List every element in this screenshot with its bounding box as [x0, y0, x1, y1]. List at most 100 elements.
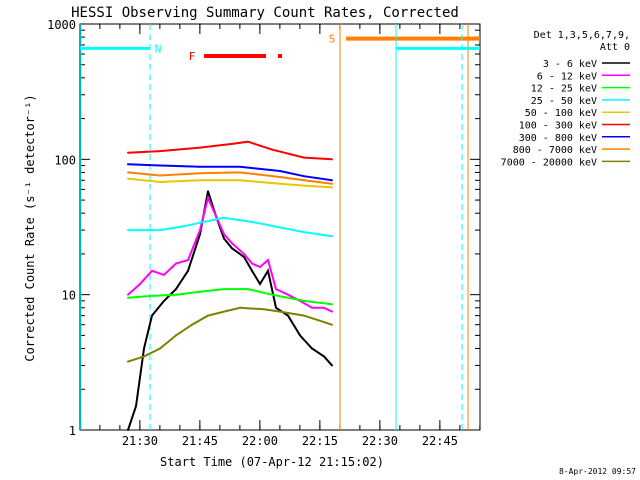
- data-point-7000-20000-kev: [143, 355, 145, 358]
- data-point-50-100-kev: [199, 179, 201, 182]
- data-point-3-6-kev: [187, 269, 189, 272]
- data-point-12-25-kev: [175, 293, 177, 296]
- data-point-800-7000-kev: [127, 171, 129, 174]
- footer-timestamp: 8-Apr-2012 09:57: [559, 467, 636, 476]
- data-point-12-25-kev: [271, 293, 273, 296]
- data-point-6-12-kev: [275, 288, 277, 291]
- legend-label-3-6-kev: 3 - 6 keV: [543, 59, 597, 70]
- data-point-800-7000-kev: [199, 172, 201, 175]
- saa-flag-label: S: [329, 33, 336, 46]
- data-point-7000-20000-kev: [159, 347, 161, 350]
- data-point-3-6-kev: [163, 299, 165, 302]
- night-flag-label: N: [155, 42, 162, 55]
- data-point-25-50-kev: [331, 235, 333, 238]
- data-point-3-6-kev: [231, 247, 233, 250]
- y-tick-label: 10: [62, 289, 76, 303]
- data-point-12-25-kev: [151, 294, 153, 297]
- data-point-12-25-kev: [127, 296, 129, 299]
- data-point-25-50-kev: [183, 225, 185, 228]
- legend-title-line-2: Att 0: [600, 42, 630, 53]
- data-point-25-50-kev: [159, 229, 161, 232]
- y-axis-label: Corrected Count Rate (s⁻¹ detector⁻¹): [23, 94, 37, 361]
- data-point-800-7000-kev: [159, 174, 161, 177]
- data-point-100-300-kev: [303, 156, 305, 159]
- data-point-6-12-kev: [163, 273, 165, 276]
- data-point-50-100-kev: [239, 179, 241, 182]
- data-point-300-800-kev: [159, 164, 161, 167]
- data-point-3-6-kev: [143, 347, 145, 350]
- data-point-100-300-kev: [331, 158, 333, 161]
- series-line-25-50-kev: [128, 216, 333, 238]
- data-point-25-50-kev: [255, 221, 257, 224]
- data-point-3-6-kev: [311, 347, 313, 350]
- data-point-7000-20000-kev: [175, 334, 177, 337]
- data-point-3-6-kev: [259, 282, 261, 285]
- data-point-7000-20000-kev: [127, 360, 129, 363]
- data-point-6-12-kev: [139, 282, 141, 285]
- y-tick-label: 1: [69, 424, 76, 438]
- legend-label-12-25-kev: 12 - 25 keV: [531, 84, 597, 95]
- chart-title: HESSI Observing Summary Count Rates, Cor…: [71, 5, 459, 21]
- data-point-100-300-kev: [199, 146, 201, 149]
- legend-label-800-7000-kev: 800 - 7000 keV: [513, 145, 597, 156]
- data-point-100-300-kev: [127, 151, 129, 154]
- data-point-100-300-kev: [247, 140, 249, 143]
- x-tick-label: 22:00: [242, 434, 278, 448]
- x-tick-label: 21:45: [182, 434, 218, 448]
- legend-label-300-800-kev: 300 - 800 keV: [519, 133, 597, 144]
- data-point-6-12-kev: [207, 196, 209, 199]
- data-point-50-100-kev: [127, 177, 129, 180]
- legend-label-50-100-kev: 50 - 100 keV: [525, 108, 597, 119]
- data-point-6-12-kev: [267, 259, 269, 262]
- data-point-300-800-kev: [239, 165, 241, 168]
- data-point-3-6-kev: [207, 190, 209, 193]
- legend-title-line-1: Det 1,3,5,6,7,9,: [534, 30, 630, 41]
- data-point-3-6-kev: [267, 269, 269, 272]
- data-point-6-12-kev: [287, 293, 289, 296]
- data-point-6-12-kev: [251, 262, 253, 265]
- legend-label-7000-20000-kev: 7000 - 20000 keV: [501, 157, 597, 168]
- data-point-3-6-kev: [251, 269, 253, 272]
- data-point-6-12-kev: [243, 252, 245, 255]
- series-line-7000-20000-kev: [127, 306, 333, 363]
- data-point-6-12-kev: [199, 229, 201, 232]
- data-point-3-6-kev: [223, 237, 225, 240]
- data-point-50-100-kev: [279, 182, 281, 185]
- data-point-7000-20000-kev: [223, 310, 225, 313]
- data-point-6-12-kev: [187, 259, 189, 262]
- data-point-800-7000-kev: [279, 176, 281, 179]
- data-point-300-800-kev: [331, 179, 333, 182]
- legend-label-25-50-kev: 25 - 50 keV: [531, 96, 597, 107]
- data-point-25-50-kev: [127, 229, 129, 232]
- data-point-50-100-kev: [303, 184, 305, 187]
- x-tick-label: 21:30: [122, 434, 158, 448]
- data-point-7000-20000-kev: [263, 308, 265, 311]
- legend-label-6-12-kev: 6 - 12 keV: [537, 71, 597, 82]
- data-point-6-12-kev: [323, 306, 325, 309]
- data-point-7000-20000-kev: [279, 310, 281, 313]
- data-point-6-12-kev: [175, 262, 177, 265]
- data-point-300-800-kev: [127, 163, 129, 166]
- x-axis-label: Start Time (07-Apr-12 21:15:02): [160, 455, 384, 469]
- data-point-100-300-kev: [271, 148, 273, 151]
- series-line-100-300-kev: [127, 140, 333, 161]
- data-point-50-100-kev: [159, 181, 161, 184]
- y-tick-label: 1000: [47, 18, 76, 32]
- data-point-25-50-kev: [199, 221, 201, 224]
- data-point-12-25-kev: [303, 299, 305, 302]
- data-point-3-6-kev: [151, 314, 153, 317]
- y-tick-label: 100: [54, 153, 76, 167]
- data-point-6-12-kev: [151, 269, 153, 272]
- data-point-800-7000-kev: [239, 171, 241, 174]
- legend-label-100-300-kev: 100 - 300 keV: [519, 121, 597, 132]
- plot-area: 1 10 100 1000 21:30 21:45 22:00 22:15 22:30 22:45…: [47, 18, 481, 448]
- data-point-3-6-kev: [323, 355, 325, 358]
- x-tick-label: 22:30: [362, 434, 398, 448]
- data-point-50-100-kev: [331, 186, 333, 189]
- data-point-300-800-kev: [303, 175, 305, 178]
- data-point-800-7000-kev: [331, 182, 333, 185]
- data-point-3-6-kev: [135, 405, 137, 408]
- flare-flag-label: F: [189, 50, 196, 63]
